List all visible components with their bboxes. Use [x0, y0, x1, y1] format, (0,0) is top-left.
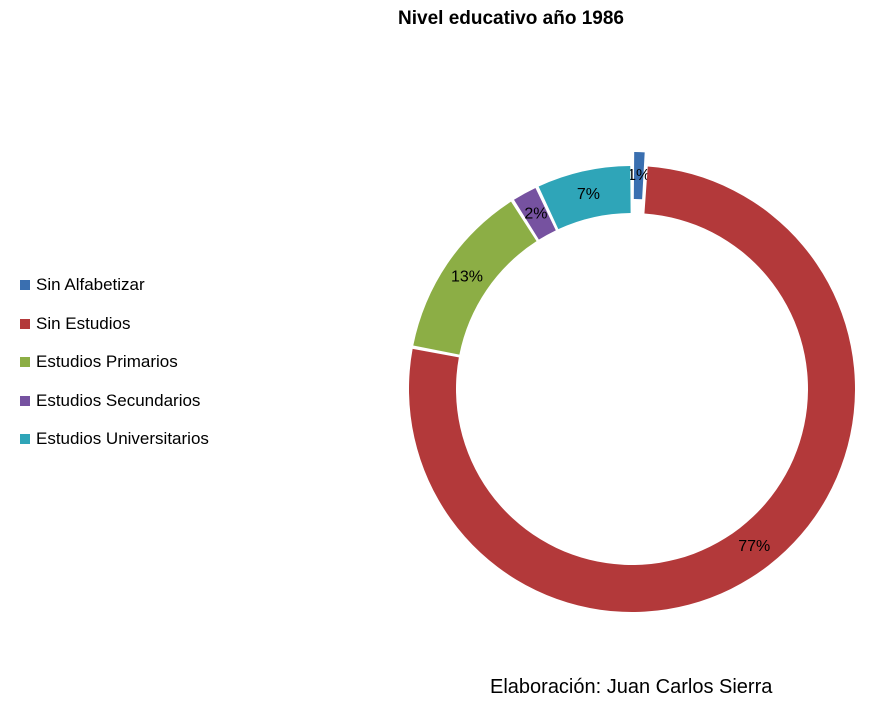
- legend-label: Sin Estudios: [36, 313, 131, 333]
- legend-swatch: [20, 357, 30, 368]
- legend-item-sin-alfabetizar: Sin Alfabetizar: [20, 266, 209, 305]
- data-label-estudios-secundarios: 2%: [524, 206, 547, 223]
- legend-label: Estudios Universitarios: [36, 429, 209, 449]
- donut-slice-estudios-universitarios: [538, 166, 631, 230]
- legend-swatch: [20, 280, 30, 291]
- donut-slice-sin-alfabetizar: [633, 152, 645, 200]
- legend-label: Estudios Secundarios: [36, 390, 201, 410]
- data-label-estudios-universitarios: 7%: [577, 186, 600, 203]
- chart-legend: Sin Alfabetizar Sin Estudios Estudios Pr…: [20, 266, 209, 459]
- data-label-sin-alfabetizar: 1%: [627, 167, 650, 184]
- legend-label: Sin Alfabetizar: [36, 275, 145, 295]
- legend-item-sin-estudios: Sin Estudios: [20, 305, 209, 344]
- chart-title: Nivel educativo año 1986: [398, 8, 624, 29]
- credit-text: Elaboración: Juan Carlos Sierra: [490, 676, 773, 698]
- legend-label: Estudios Primarios: [36, 352, 178, 372]
- data-label-estudios-primarios: 13%: [451, 268, 483, 285]
- donut-slice-estudios-secundarios: [513, 187, 556, 240]
- legend-item-estudios-primarios: Estudios Primarios: [20, 343, 209, 382]
- legend-swatch: [20, 318, 30, 329]
- legend-item-estudios-universitarios: Estudios Universitarios: [20, 420, 209, 459]
- legend-swatch: [20, 434, 30, 445]
- data-label-sin-estudios: 77%: [738, 538, 770, 555]
- legend-swatch: [20, 395, 30, 406]
- donut-slice-estudios-primarios: [413, 201, 537, 355]
- legend-item-estudios-secundarios: Estudios Secundarios: [20, 382, 209, 421]
